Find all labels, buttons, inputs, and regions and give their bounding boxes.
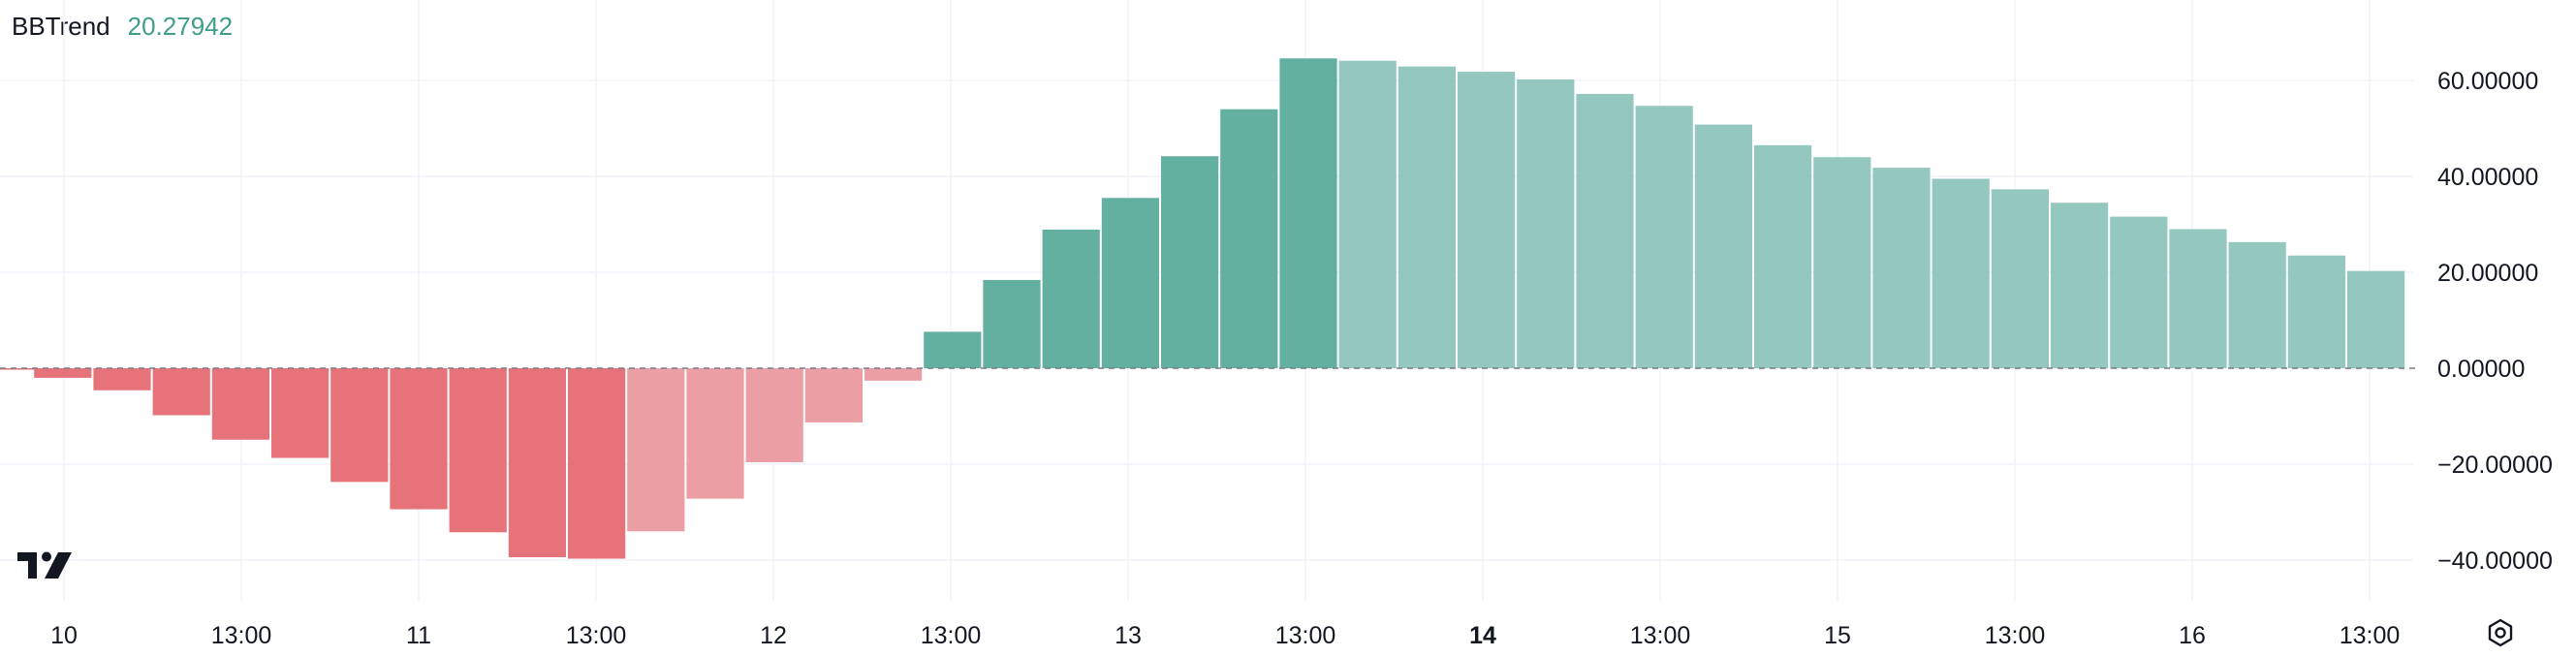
histogram-bar <box>1161 156 1219 368</box>
histogram-bar <box>1279 58 1337 368</box>
x-tick-label: 10 <box>50 622 78 649</box>
x-tick-label: 16 <box>2179 622 2206 649</box>
histogram-bar <box>152 368 210 416</box>
histogram-bar <box>983 279 1041 368</box>
histogram-bar <box>1694 124 1752 368</box>
histogram-bar <box>1576 93 1634 369</box>
histogram-bar <box>0 368 35 370</box>
histogram-bar <box>211 368 269 440</box>
histogram-bar <box>34 368 92 378</box>
x-axis: 10 13:00 11 13:00 12 13:00 13 13:00 14 13:00 15 13:… <box>50 622 2400 649</box>
histogram-bar <box>568 368 626 559</box>
histogram-bar <box>2287 255 2345 368</box>
tradingview-logo-icon <box>17 551 72 579</box>
y-tick-label: 40.00000 <box>2437 164 2538 191</box>
histogram-bar <box>390 368 448 510</box>
histogram-bar <box>2347 270 2405 368</box>
histogram-bar <box>271 368 330 458</box>
histogram-bar <box>508 368 566 558</box>
histogram-bar <box>1398 66 1456 369</box>
histogram-bar <box>1872 168 1931 368</box>
histogram-bar <box>1754 144 1812 368</box>
histogram-bar <box>1042 229 1100 368</box>
x-tick-label: 13:00 <box>1985 622 2046 649</box>
histogram-bar <box>745 368 803 463</box>
histogram-bar <box>1220 109 1278 368</box>
x-tick-label: 13 <box>1115 622 1142 649</box>
x-tick-label: 14 <box>1469 622 1496 649</box>
histogram-bar <box>924 331 982 368</box>
histogram-bar <box>2110 216 2168 368</box>
histogram-bar <box>2228 241 2286 368</box>
y-axis: 60.00000 40.00000 20.00000 0.00000 −20.00000… <box>2437 68 2553 575</box>
histogram-bar <box>1517 79 1575 368</box>
y-tick-label: 0.00000 <box>2437 356 2525 383</box>
histogram-bar <box>449 368 507 533</box>
settings-gear-icon[interactable] <box>2483 616 2518 651</box>
y-tick-label: −40.00000 <box>2437 548 2553 575</box>
x-tick-label: 13:00 <box>921 622 982 649</box>
y-tick-label: −20.00000 <box>2437 452 2553 479</box>
histogram-bars <box>0 58 2405 559</box>
histogram-bar <box>864 368 923 381</box>
x-tick-label: 13:00 <box>2340 622 2401 649</box>
x-tick-label: 13:00 <box>1630 622 1691 649</box>
histogram-bar <box>1813 157 1871 368</box>
histogram-bar <box>1635 106 1693 369</box>
x-tick-label: 12 <box>760 622 787 649</box>
histogram-bar <box>2051 203 2109 368</box>
histogram-bar <box>1458 72 1516 368</box>
histogram-bar <box>330 368 389 483</box>
indicator-value: 20.27942 <box>127 12 234 41</box>
x-tick-label: 13:00 <box>211 622 272 649</box>
histogram-bar <box>1338 60 1397 368</box>
histogram-bar <box>627 368 685 532</box>
x-tick-label: 11 <box>406 622 431 649</box>
histogram-bar <box>686 368 744 499</box>
x-tick-label: 15 <box>1824 622 1851 649</box>
histogram-bar <box>93 368 151 391</box>
histogram-bar <box>2169 229 2227 368</box>
indicator-legend: BBTrend 20.27942 <box>12 12 233 42</box>
y-tick-label: 60.00000 <box>2437 68 2538 95</box>
x-tick-label: 13:00 <box>1275 622 1336 649</box>
indicator-name[interactable]: BBTrend <box>12 12 110 41</box>
histogram-bar <box>1101 198 1159 368</box>
histogram-bar <box>804 368 863 422</box>
y-tick-label: 20.00000 <box>2437 260 2538 287</box>
histogram-bar <box>1991 189 2049 368</box>
histogram-bar <box>1932 178 1990 368</box>
x-tick-label: 13:00 <box>566 622 627 649</box>
